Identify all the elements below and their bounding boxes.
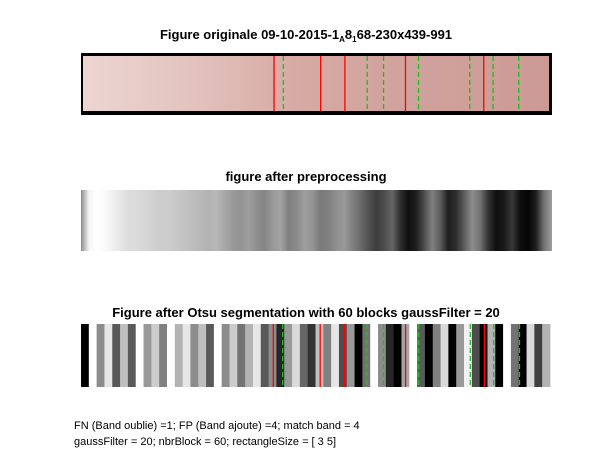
otsu-block-5 <box>120 324 129 387</box>
otsu-block-4 <box>112 324 121 387</box>
otsu-block-2 <box>96 324 105 387</box>
original-strip-frame <box>81 53 552 115</box>
otsu-block-7 <box>135 324 144 387</box>
otsu-block-36 <box>362 324 371 387</box>
otsu-block-23 <box>260 324 269 387</box>
otsu-block-24 <box>268 324 277 387</box>
otsu-block-21 <box>245 324 254 387</box>
original-title-part2: 8 <box>344 27 353 42</box>
otsu-block-45 <box>432 324 441 387</box>
otsu-block-57 <box>526 324 535 387</box>
otsu-block-27 <box>292 324 301 387</box>
otsu-block-44 <box>424 324 434 387</box>
otsu-block-50 <box>471 324 481 387</box>
otsu-block-22 <box>252 324 262 387</box>
otsu-block-33 <box>338 324 348 387</box>
original-title-part1: Figure originale 09-10-2015-1 <box>159 27 340 42</box>
otsu-block-18 <box>221 324 230 387</box>
otsu-block-10 <box>159 324 168 387</box>
otsu-block-56 <box>518 324 527 387</box>
otsu-block-29 <box>307 324 316 387</box>
otsu-block-34 <box>346 324 355 387</box>
otsu-block-13 <box>182 324 191 387</box>
otsu-block-8 <box>143 324 152 387</box>
otsu-block-55 <box>510 324 520 387</box>
otsu-block-30 <box>315 324 324 387</box>
detection-result-text: FN (Band oublie) =1; FP (Band ajoute) =4… <box>74 420 360 432</box>
otsu-block-14 <box>190 324 199 387</box>
otsu-block-46 <box>440 324 449 387</box>
original-figure-title: Figure originale 09-10-2015-1A8168-230x4… <box>0 27 612 44</box>
otsu-block-20 <box>237 324 246 387</box>
otsu-block-52 <box>487 324 496 387</box>
original-title-sub-1: 1 <box>352 35 357 44</box>
original-title-sub-a: A <box>339 35 345 44</box>
otsu-block-31 <box>323 324 332 387</box>
otsu-block-51 <box>479 324 488 387</box>
otsu-block-53 <box>495 324 504 387</box>
otsu-block-35 <box>354 324 363 387</box>
otsu-block-9 <box>151 324 160 387</box>
otsu-block-3 <box>104 324 113 387</box>
otsu-block-1 <box>88 324 98 387</box>
preprocessing-title: figure after preprocessing <box>225 169 387 184</box>
otsu-block-41 <box>401 324 410 387</box>
otsu-block-37 <box>370 324 379 387</box>
otsu-block-19 <box>229 324 238 387</box>
otsu-block-17 <box>213 324 223 387</box>
otsu-block-15 <box>198 324 207 387</box>
otsu-block-59 <box>542 324 551 387</box>
otsu-block-39 <box>385 324 395 387</box>
otsu-block-43 <box>417 324 426 387</box>
otsu-block-11 <box>166 324 176 387</box>
otsu-block-42 <box>409 324 418 387</box>
otsu-block-26 <box>284 324 293 387</box>
otsu-block-47 <box>448 324 457 387</box>
otsu-block-58 <box>534 324 543 387</box>
otsu-block-12 <box>174 324 184 387</box>
otsu-title: Figure after Otsu segmentation with 60 b… <box>112 305 500 320</box>
otsu-block-32 <box>331 324 340 387</box>
otsu-block-54 <box>503 324 512 387</box>
otsu-block-40 <box>393 324 402 387</box>
otsu-block-6 <box>127 324 137 387</box>
otsu-block-0 <box>81 324 90 387</box>
otsu-block-25 <box>276 324 285 387</box>
original-title-part3: 68-230x439-991 <box>356 27 453 42</box>
parameters-text: gaussFilter = 20; nbrBlock = 60; rectang… <box>74 436 337 448</box>
otsu-block-16 <box>206 324 215 387</box>
otsu-block-49 <box>464 324 473 387</box>
otsu-block-48 <box>456 324 465 387</box>
preprocessing-strip <box>81 190 552 251</box>
original-strip-body <box>83 56 549 111</box>
otsu-block-28 <box>299 324 309 387</box>
otsu-block-38 <box>378 324 387 387</box>
